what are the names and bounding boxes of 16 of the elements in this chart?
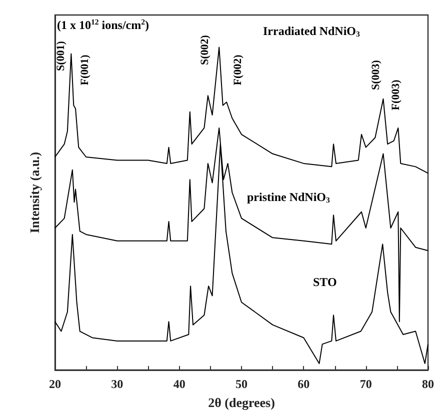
y-axis-title: Intensity (a.u.) [27, 152, 42, 234]
x-tick-label: 60 [298, 377, 310, 391]
x-tick-label: 40 [173, 377, 186, 391]
annotation: F(002) [232, 54, 244, 86]
x-tick-label: 30 [111, 377, 124, 391]
annotation: S(001) [55, 40, 67, 71]
x-tick-label: 70 [360, 377, 372, 391]
x-axis-title: 2θ (degrees) [208, 395, 275, 410]
annotation: STO [313, 275, 337, 289]
annotation: S(003) [370, 60, 382, 90]
annotation: S(002) [199, 34, 211, 65]
x-tick-label: 50 [236, 377, 248, 391]
x-tick-label: 80 [422, 377, 434, 391]
x-tick-label: 20 [49, 377, 61, 391]
annotation: F(001) [79, 54, 91, 86]
annotation: F(003) [390, 79, 402, 110]
